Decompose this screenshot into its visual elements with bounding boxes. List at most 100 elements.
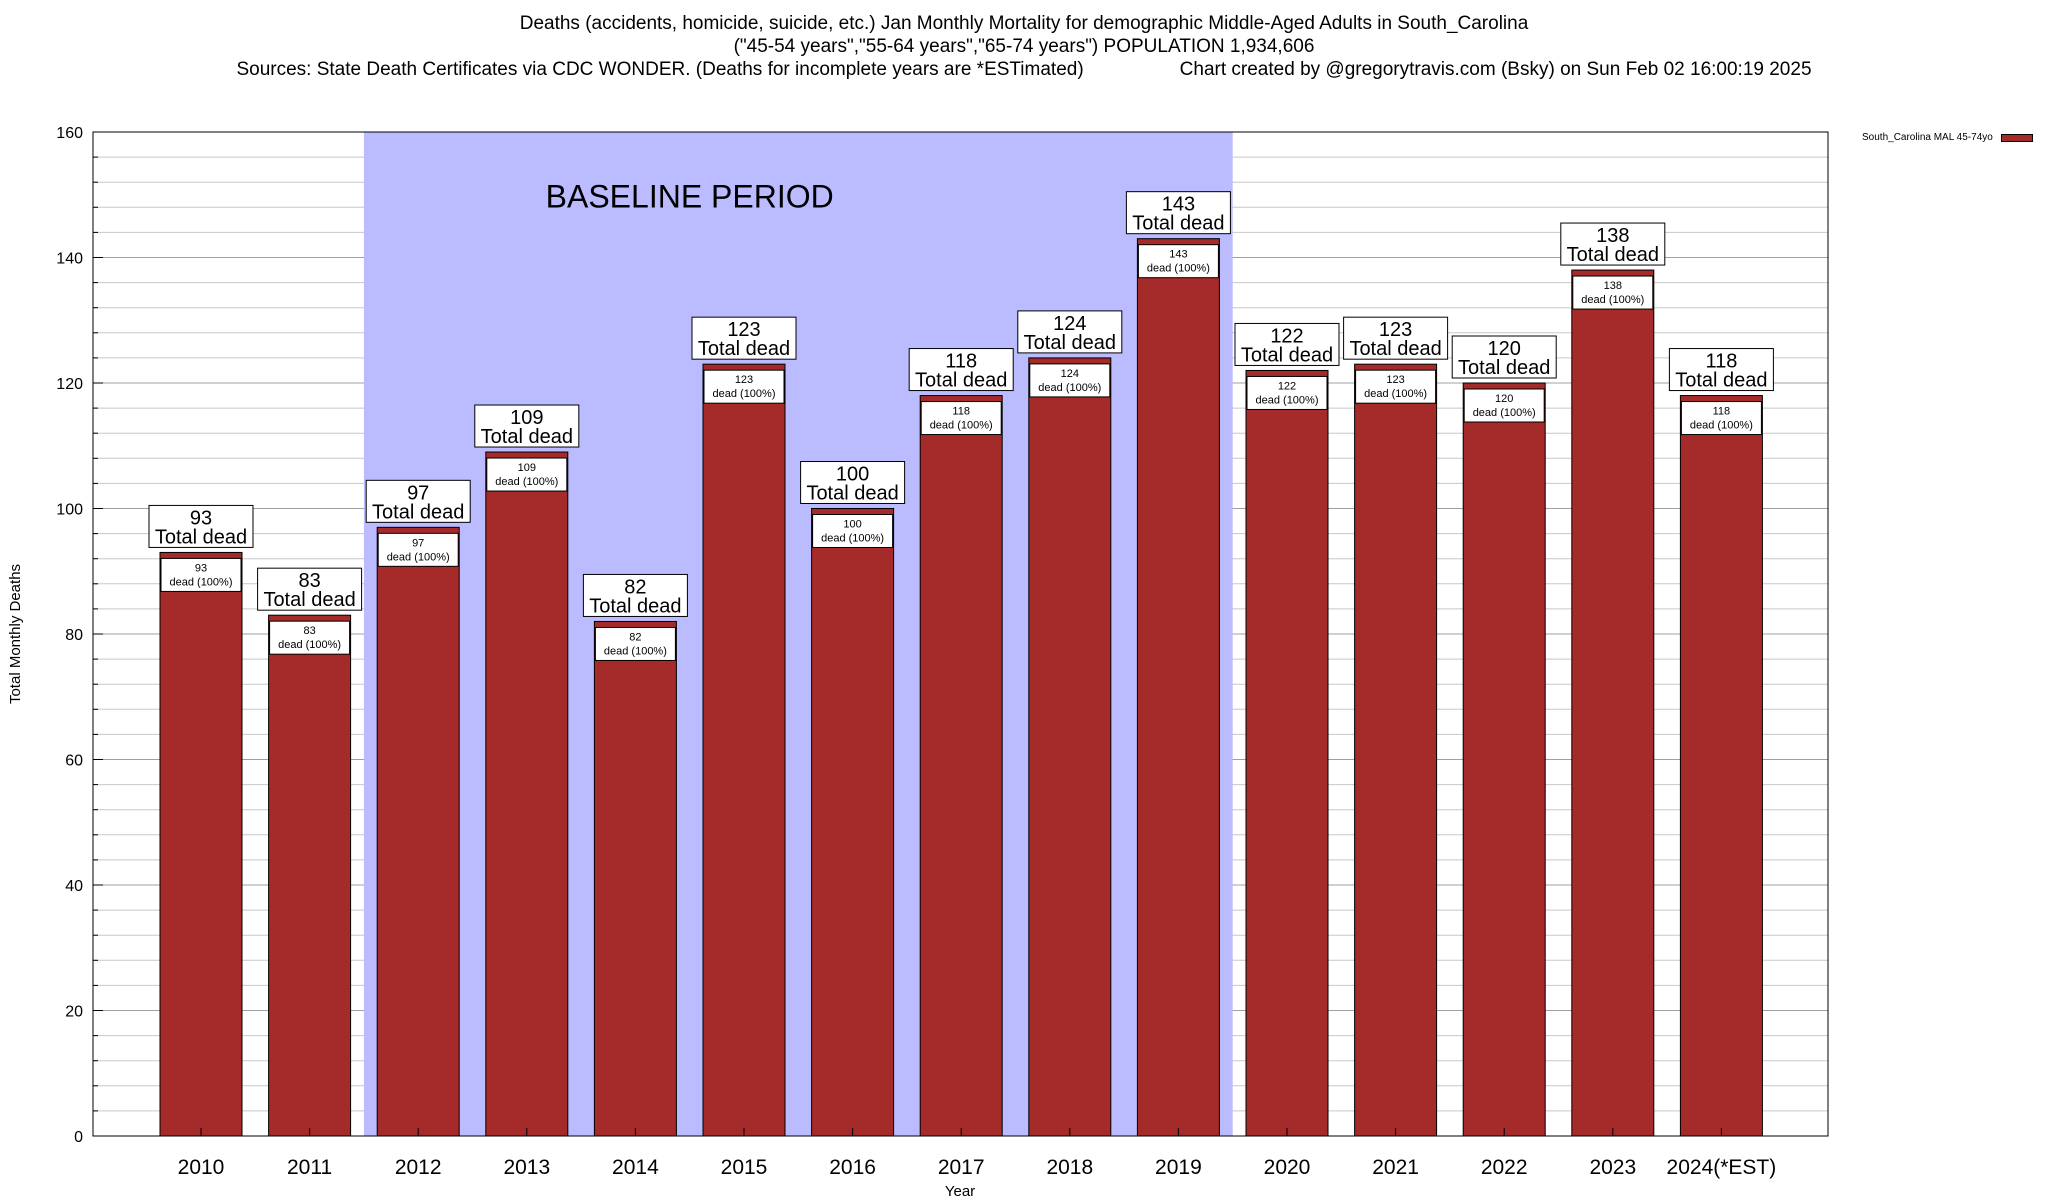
chart-subtitle: ("45-54 years","55-64 years","65-74 year… [733,36,1315,57]
inner-label-box [160,557,242,592]
chart-credit: Chart created by @gregorytravis.com (Bsk… [1179,59,1812,80]
total-label-value: 123 [1379,319,1412,341]
bar-2015 [702,363,786,1137]
inner-label-value: 100 [843,519,861,531]
inner-label-box [1246,375,1328,410]
y-axis: 0 20 40 60 80 100 120 140 160 [56,125,103,1146]
total-label-text: Total dead [589,595,681,617]
x-tick-label: 2012 [395,1156,442,1179]
total-label-box [365,479,471,523]
legend-label: South_Carolina MAL 45-74yo [1862,132,1993,143]
inner-label-text: dead (100%) [930,420,993,432]
total-label-box [1125,191,1231,235]
x-tick-label: 2019 [1155,1156,1202,1179]
total-label-value: 120 [1488,338,1521,360]
x-tick-label: 2015 [721,1156,768,1179]
inner-label-text: dead (100%) [604,645,667,657]
inner-label-box [812,514,894,548]
inner-label-value: 118 [1713,406,1731,418]
inner-label-value: 83 [303,625,315,637]
inner-label-box [269,620,351,655]
inner-label-value: 122 [1278,380,1296,392]
total-label-text: Total dead [806,483,898,505]
y-axis-label: Total Monthly Deaths [7,564,24,704]
inner-label-value: 120 [1495,393,1513,405]
bar-2014 [593,620,677,1137]
chart-sources: Sources: State Death Certificates via CD… [236,59,1084,80]
inner-label-value: 124 [1061,368,1079,380]
inner-label-text: dead (100%) [278,639,341,651]
inner-label-text: dead (100%) [1473,407,1536,419]
legend: South_Carolina MAL 45-74yo [1862,132,2033,143]
inner-label-value: 123 [1386,374,1404,386]
total-label-text: Total dead [1132,213,1224,235]
total-label-value: 118 [1705,351,1737,373]
bar-2019 [1136,238,1220,1137]
inner-label-text: dead (100%) [1256,394,1319,406]
total-label-text: Total dead [155,526,247,548]
inner-label-text: dead (100%) [713,388,776,400]
total-label-value: 83 [298,570,320,592]
bar-2013 [485,451,569,1137]
inner-label-text: dead (100%) [170,576,233,588]
x-tick-label: 2024(*EST) [1667,1156,1777,1179]
x-tick-label: 2017 [938,1156,985,1179]
inner-label-text: dead (100%) [1038,382,1101,394]
total-label-value: 118 [945,351,977,373]
total-label-box [474,404,580,448]
total-label-text: Total dead [1458,357,1550,379]
bar-2018 [1028,357,1112,1137]
total-label-value: 123 [727,319,760,341]
inner-label-value: 118 [952,406,970,418]
x-tick-label: 2018 [1046,1156,1093,1179]
total-label-text: Total dead [1675,370,1767,392]
inner-label-text: dead (100%) [1364,388,1427,400]
chart-title: Deaths (accidents, homicide, suicide, et… [519,13,1529,34]
total-label-value: 93 [190,507,212,529]
x-tick-label: 2021 [1372,1156,1419,1179]
x-tick-label: 2014 [612,1156,659,1179]
x-axis-label: Year [945,1183,975,1200]
inner-label-value: 123 [735,374,753,386]
inner-label-box [1572,275,1654,310]
inner-label-box [703,369,785,404]
y-tick-label: 20 [65,1004,83,1021]
total-label-text: Total dead [481,426,573,448]
total-label-value: 138 [1596,225,1629,247]
x-tick-label: 2023 [1589,1156,1636,1179]
inner-label-value: 109 [518,462,536,474]
y-tick-label: 140 [56,251,83,268]
total-label-box [1234,322,1340,366]
inner-label-box [1680,401,1762,436]
y-tick-label: 160 [56,125,83,142]
inner-label-box [377,532,459,567]
bar-2021 [1354,363,1438,1137]
inner-label-box [1137,244,1219,279]
total-label-box [148,504,254,548]
inner-label-value: 143 [1169,249,1187,261]
baseline-period-label: BASELINE PERIOD [546,178,834,214]
total-label-value: 122 [1270,325,1303,347]
bars-group [159,238,1763,1137]
y-tick-label: 60 [65,753,83,770]
total-label-box [582,573,688,617]
total-label-box [1668,348,1774,392]
inner-label-box [1463,388,1545,423]
total-label-text: Total dead [1241,344,1333,366]
total-label-box [1451,335,1557,379]
total-label-value: 97 [407,482,429,504]
bar-2022 [1462,382,1546,1137]
inner-label-value: 82 [629,631,641,643]
y-tick-label: 40 [65,878,83,895]
x-tick-label: 2013 [503,1156,550,1179]
total-label-text: Total dead [915,370,1007,392]
bar-2023 [1571,269,1655,1137]
inner-label-box [486,457,568,492]
inner-label-text: dead (100%) [821,533,884,545]
total-label-text: Total dead [372,501,464,523]
bar-2017 [919,395,1003,1137]
total-label-box [908,348,1014,392]
inner-label-text: dead (100%) [1581,294,1644,306]
